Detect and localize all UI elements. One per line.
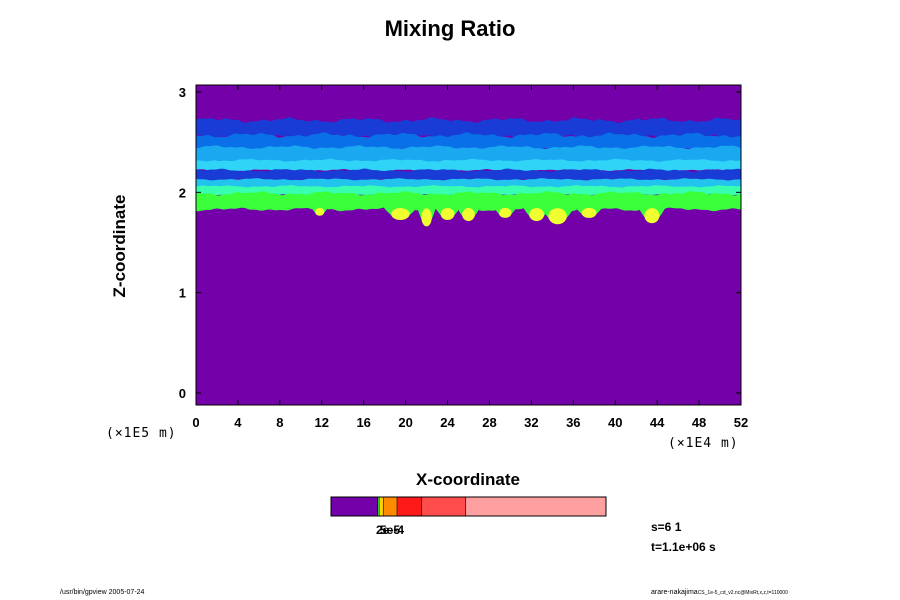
colorbar-segment bbox=[383, 497, 397, 516]
contour-band bbox=[196, 117, 741, 140]
x-tick-label: 52 bbox=[734, 415, 748, 430]
plume-core bbox=[462, 208, 475, 222]
plume-core bbox=[315, 207, 325, 216]
contour-band bbox=[196, 191, 741, 212]
x-tick-label: 0 bbox=[192, 415, 199, 430]
x-tick-label: 4 bbox=[234, 415, 242, 430]
y-scale-label: (×1E5 m) bbox=[106, 426, 177, 441]
footer-right-main: arare-nakajima bbox=[651, 589, 698, 596]
plume-core bbox=[644, 208, 660, 224]
annotation-t: t=1.1e+06 s bbox=[651, 540, 716, 554]
x-tick-label: 28 bbox=[482, 415, 496, 430]
x-tick-label: 40 bbox=[608, 415, 622, 430]
x-tick-label: 12 bbox=[315, 415, 329, 430]
x-tick-label: 20 bbox=[398, 415, 412, 430]
plume-core bbox=[498, 207, 512, 218]
y-tick-label: 3 bbox=[179, 85, 186, 100]
colorbar-label-1: 2e-5 bbox=[376, 523, 400, 537]
colorbar-segment bbox=[421, 497, 466, 516]
plume-core bbox=[529, 208, 545, 222]
contour-field bbox=[196, 117, 741, 227]
x-tick-label: 44 bbox=[650, 415, 665, 430]
colorbar-segment bbox=[397, 497, 422, 516]
plume-core bbox=[548, 208, 567, 225]
x-tick-label: 36 bbox=[566, 415, 580, 430]
x-tick-label: 24 bbox=[440, 415, 455, 430]
x-scale-label: (×1E4 m) bbox=[668, 436, 739, 451]
contour-band bbox=[196, 185, 741, 196]
plot-frame bbox=[195, 84, 742, 406]
x-tick-label: 32 bbox=[524, 415, 538, 430]
footer-right: arare-nakajimaCS_1e-5_cd_v2.nc@MixRt,x,z… bbox=[651, 589, 788, 596]
annotation-s: s=6 1 bbox=[651, 520, 682, 534]
plume-core bbox=[421, 208, 432, 227]
colorbar-segment bbox=[379, 497, 384, 516]
chart-title: Mixing Ratio bbox=[384, 16, 516, 41]
y-tick-label: 1 bbox=[179, 286, 186, 301]
colorbar-segment bbox=[331, 497, 378, 516]
y-axis-label: Z-coordinate bbox=[110, 194, 129, 298]
plume-core bbox=[581, 207, 597, 218]
plume-core bbox=[391, 207, 410, 221]
colorbar-segment bbox=[465, 497, 606, 516]
contour-band bbox=[196, 158, 741, 172]
contour-band bbox=[196, 168, 741, 182]
colorbar-label-2: 5e-4 bbox=[380, 523, 404, 537]
x-axis-label: X-coordinate bbox=[416, 470, 520, 489]
x-tick-label: 16 bbox=[356, 415, 370, 430]
colorbar-frame bbox=[330, 496, 607, 517]
y-tick-label: 0 bbox=[179, 386, 186, 401]
y-tick-label: 2 bbox=[179, 185, 186, 200]
x-tick-label: 8 bbox=[276, 415, 283, 430]
footer-right-small: CS_1e-5_cd_v2.nc@MixRt,x,z,t=110000 bbox=[697, 590, 788, 596]
footer-left: /usr/bin/gpview 2005-07-24 bbox=[60, 589, 145, 596]
plume-core bbox=[440, 207, 455, 221]
x-tick-label: 48 bbox=[692, 415, 706, 430]
contour-band bbox=[196, 178, 741, 189]
colorbar-segment bbox=[377, 497, 380, 516]
